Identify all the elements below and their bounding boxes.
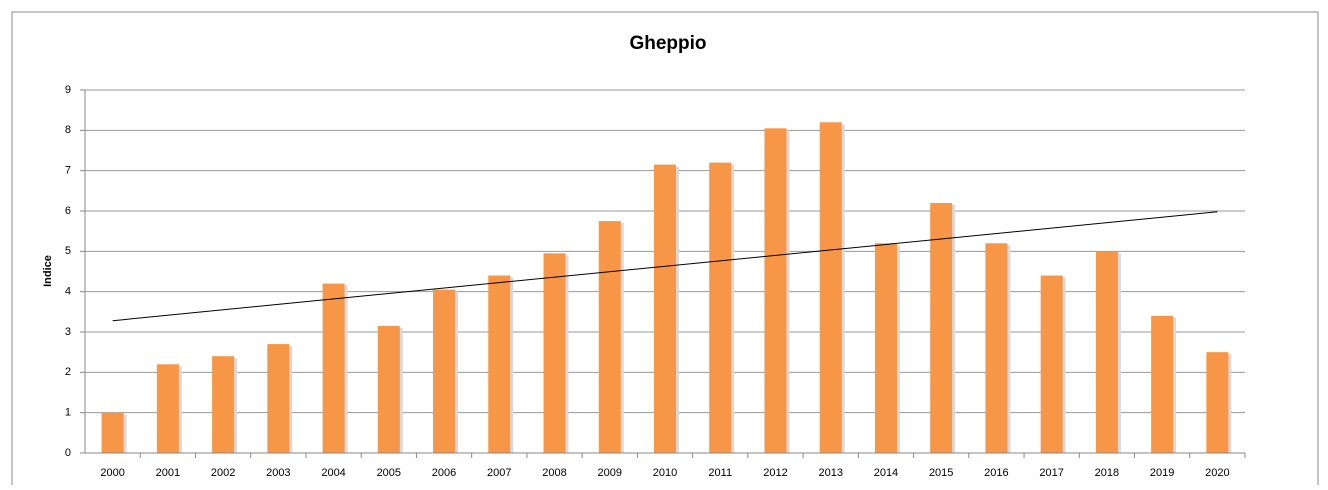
chart-title: Gheppio: [629, 33, 706, 54]
x-tick-label: 2013: [818, 467, 842, 479]
x-tick-label: 2007: [487, 467, 511, 479]
x-tick-label: 2011: [708, 467, 732, 479]
x-tick-label: 2003: [266, 467, 290, 479]
x-tick-label: 2002: [211, 467, 235, 479]
bar: [156, 364, 179, 453]
bar: [322, 283, 345, 453]
bar: [764, 128, 787, 454]
x-tick-label: 2020: [1205, 467, 1229, 479]
bar: [874, 243, 897, 453]
bar: [377, 325, 400, 453]
x-tick-label: 2016: [984, 467, 1008, 479]
bar: [709, 162, 732, 453]
x-tick-label: 2009: [598, 467, 622, 479]
x-tick-label: 2019: [1150, 467, 1174, 479]
bar: [433, 289, 456, 453]
x-tick-label: 2008: [542, 467, 566, 479]
y-tick-label: 8: [65, 124, 71, 136]
x-tick-label: 2015: [929, 467, 953, 479]
x-tick-label: 2018: [1095, 467, 1119, 479]
x-tick-label: 2004: [321, 467, 345, 479]
bar: [267, 344, 290, 453]
bar: [1151, 315, 1174, 453]
x-tick-label: 2005: [377, 467, 401, 479]
bar: [212, 356, 235, 453]
bar: [101, 412, 124, 453]
y-axis-label: Indice: [42, 255, 54, 287]
bar: [819, 122, 842, 454]
bar: [1040, 275, 1063, 453]
bar: [654, 164, 676, 453]
trend-line: [112, 211, 1218, 322]
y-tick-label: 4: [65, 286, 71, 298]
x-tick-label: 2014: [874, 467, 898, 479]
bar: [930, 202, 953, 453]
x-tick-label: 2010: [653, 467, 677, 479]
y-tick-label: 6: [65, 205, 71, 217]
y-tick-label: 5: [65, 245, 71, 257]
y-tick-label: 7: [65, 165, 71, 177]
x-tick-label: 2000: [100, 467, 124, 479]
bar: [543, 253, 566, 453]
x-tick-label: 2017: [1039, 467, 1063, 479]
y-tick-label: 0: [65, 447, 71, 459]
y-tick-label: 3: [65, 326, 71, 338]
y-tick-label: 9: [65, 84, 71, 96]
bar: [598, 221, 621, 453]
bar: [1206, 352, 1229, 453]
x-tick-label: 2006: [432, 467, 456, 479]
x-tick-label: 2001: [156, 467, 180, 479]
y-tick-label: 2: [65, 366, 71, 378]
chart-frame: [11, 11, 1319, 485]
y-tick-label: 1: [65, 407, 71, 419]
bar: [488, 275, 511, 453]
bar: [1095, 251, 1118, 453]
x-tick-label: 2012: [763, 467, 787, 479]
bar: [985, 243, 1008, 453]
